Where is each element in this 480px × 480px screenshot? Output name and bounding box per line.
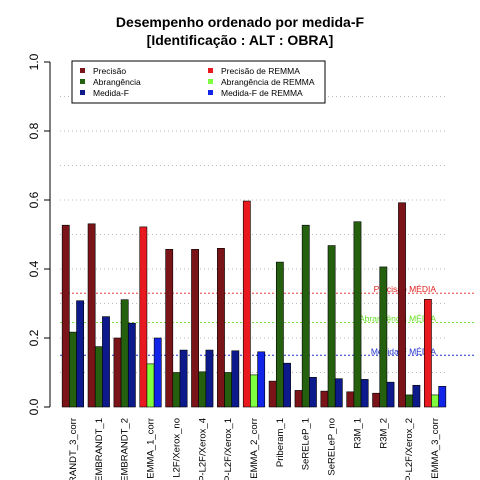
category-label: P-L2F/Xerox_4 (197, 418, 208, 480)
bar-recall (275, 261, 284, 408)
bar-precision (346, 391, 355, 408)
legend-label: Precisão (93, 66, 126, 76)
bar-fmeasure (102, 316, 110, 408)
bar-fmeasure (127, 322, 136, 408)
bar-recall (224, 372, 233, 408)
bar-fmeasure (76, 300, 85, 408)
bar-precision (165, 249, 174, 408)
bar-fmeasure (334, 378, 343, 408)
chart-subtitle: [Identificação : ALT : OBRA] (147, 32, 334, 48)
bar-recall (301, 224, 310, 408)
bar-fmeasure (231, 350, 240, 408)
reference-line-label: Abrangência MÉDIA (359, 313, 436, 323)
legend-label: Medida-F (93, 88, 129, 98)
category-label: P-L2F/Xerox_1 (223, 418, 234, 480)
chart-title: Desempenho ordenado por medida-F (116, 14, 365, 30)
bar-recall (250, 374, 258, 408)
y-axis: 0.0 0.2 0.4 0.6 0.8 1.0 (27, 53, 51, 415)
bar-recall (327, 245, 336, 408)
category-label: SeRELeP_no (327, 418, 338, 476)
bar-precision (217, 248, 225, 408)
bar-fmeasure (438, 385, 447, 408)
bar-recall (69, 331, 77, 408)
bar-fmeasure (257, 351, 266, 408)
bar-precision (139, 226, 148, 408)
bar-recall (94, 346, 103, 408)
bar-recall (172, 372, 181, 408)
bar-precision (423, 299, 432, 408)
legend-label: Medida-F de REMMA (221, 88, 303, 98)
legend-swatch (80, 68, 85, 73)
bar-fmeasure (205, 349, 214, 408)
legend-box (71, 60, 326, 104)
y-tick-label: 0.8 (27, 122, 41, 139)
category-label: L2F/Xerox_no (171, 418, 182, 478)
category-label: SeRELeP_1 (301, 418, 312, 470)
bar-recall (431, 394, 439, 408)
bar-fmeasure (179, 349, 188, 408)
gridlines (60, 96, 448, 373)
x-axis-categories: RANDT_3_corr EMBRANDT_1 EMBRANDT_2 EMMA_1_c… (68, 418, 441, 480)
category-label: RANDT_3_corr (68, 418, 79, 480)
bar-fmeasure (283, 362, 291, 408)
bar-precision (372, 392, 381, 408)
bar-precision (320, 390, 329, 408)
category-label: EMBRANDT_1 (94, 418, 105, 480)
bar-recall (405, 394, 414, 408)
legend-swatch (208, 68, 213, 73)
legend-label: Precisão de REMMA (221, 66, 300, 76)
category-label: EMMA_3_corr (430, 418, 441, 479)
legend-swatch (80, 79, 85, 84)
bars (61, 200, 447, 408)
legend-label: Abrangência de REMMA (221, 77, 315, 87)
legend-swatch (80, 90, 85, 95)
bar-fmeasure (386, 381, 395, 408)
bar-precision (113, 337, 122, 408)
category-label: EMBRANDT_2 (120, 418, 131, 480)
legend-swatch (208, 79, 213, 84)
y-tick-label: 0.0 (27, 398, 41, 415)
y-tick-label: 0.6 (27, 191, 41, 208)
bar-fmeasure (412, 384, 421, 408)
bar-fmeasure (153, 337, 162, 408)
bar-fmeasure (360, 379, 369, 408)
bar-precision (87, 223, 96, 408)
bar-fmeasure (309, 377, 317, 408)
bar-precision (268, 380, 277, 408)
bar-recall (379, 266, 388, 408)
y-tick-label: 0.2 (27, 329, 41, 346)
legend-label: Abrangência (93, 77, 141, 87)
bar-precision (61, 224, 70, 408)
bar-recall (198, 371, 207, 408)
y-tick-label: 1.0 (27, 53, 41, 70)
category-label: EMMA_1_corr (146, 418, 157, 479)
y-tick-label: 0.4 (27, 260, 41, 277)
category-label: R3M_1 (352, 418, 363, 449)
bar-precision (294, 390, 303, 408)
bar-precision (242, 200, 251, 408)
category-label: P-L2F/Xerox_2 (404, 418, 415, 480)
category-label: EMMA_2_corr (249, 418, 260, 479)
bar-recall (353, 221, 362, 408)
category-label: Priberam_1 (275, 418, 286, 467)
bar-recall (120, 299, 129, 408)
bar-precision (398, 202, 406, 408)
category-label: R3M_2 (378, 418, 389, 449)
legend-swatch (208, 90, 213, 95)
bar-recall (146, 363, 155, 408)
bar-precision (191, 249, 199, 408)
